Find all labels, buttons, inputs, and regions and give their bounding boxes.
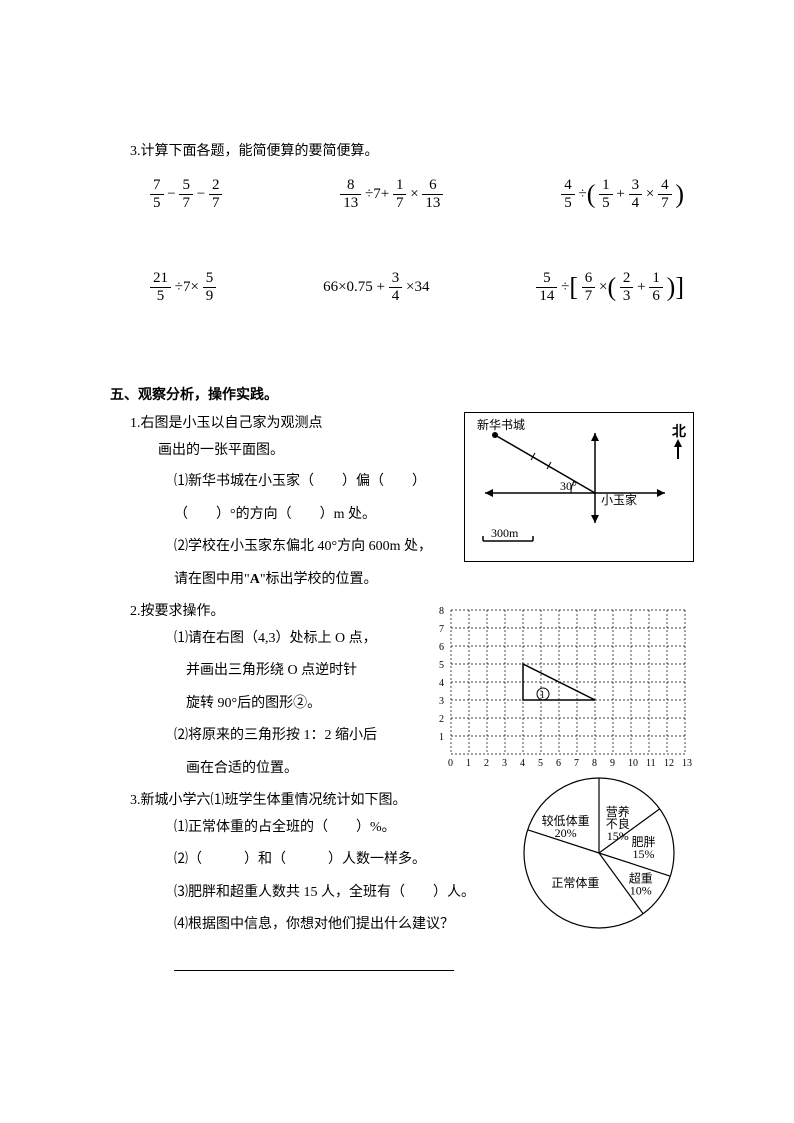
section-5-title: 五、观察分析，操作实践。 [110,384,684,404]
svg-text:1: 1 [439,732,444,743]
svg-text:2: 2 [439,714,444,725]
svg-text:3: 3 [439,696,444,707]
svg-text:正常体重: 正常体重 [551,875,599,889]
svg-text:10%: 10% [630,883,652,897]
math-row-2: 215 ÷7× 59 66×0.75 + 34 ×34 514 ÷[ 67 ×(… [150,271,684,304]
angle-label: 30° [560,479,577,493]
expr-2-1: 215 ÷7× 59 [150,271,216,304]
pie-chart: 营养不良15%肥胖15%超重10%正常体重较低体重20% [504,763,694,943]
svg-text:6: 6 [439,642,444,653]
grid-figure: 01234567891011121312345678 1 [431,600,706,775]
bookstore-label: 新华书城 [477,417,525,432]
answer-line [174,955,684,982]
svg-text:5: 5 [439,660,444,671]
svg-text:8: 8 [439,606,444,617]
expr-1-3: 45 ÷( 15 + 34 × 47 ) [561,178,684,211]
svg-text:20%: 20% [555,826,577,840]
section-5: 五、观察分析，操作实践。 1.右图是小玉以自己家为观测点 画出的一张平面图。 ⑴… [130,384,684,982]
q3-title: 3.计算下面各题，能简便算的要简便算。 [130,140,684,160]
math-row-1: 75 − 57 − 27 813 ÷7+ 17 × 613 45 ÷( 15 +… [150,178,684,211]
q3-block: 3.新城小学六⑴班学生体重情况统计如下图。 ⑴正常体重的占全班的（ ）%。 ⑵（… [130,789,684,982]
q1-block: 1.右图是小玉以自己家为观测点 画出的一张平面图。 ⑴新华书城在小玉家（ ）偏（… [130,412,684,594]
scale-label: 300m [491,526,519,540]
q1-l6: 请在图中用"A"标出学校的位置。 [174,567,684,594]
expr-1-1: 75 − 57 − 27 [150,178,222,211]
xiaoyu-label: 小玉家 [601,492,637,507]
expr-1-2: 813 ÷7+ 17 × 613 [340,178,443,211]
svg-text:2: 2 [484,758,489,769]
svg-text:7: 7 [439,624,444,635]
svg-text:1: 1 [466,758,471,769]
expr-2-3: 514 ÷[ 67 ×( 23 + 16 )] [536,271,684,304]
svg-text:15%: 15% [632,846,654,860]
expr-2-2: 66×0.75 + 34 ×34 [323,271,429,304]
direction-figure: 30° 新华书城 小玉家 北 300m [464,412,694,562]
svg-text:4: 4 [439,678,444,689]
svg-text:1: 1 [540,690,545,701]
direction-svg: 30° 新华书城 小玉家 北 300m [465,413,691,559]
q2-block: 2.按要求操作。 ⑴请在右图（4,3）处标上 O 点， 并画出三角形绕 O 点逆… [130,600,684,783]
svg-text:0: 0 [448,758,453,769]
svg-text:15%: 15% [607,829,629,843]
section-3-calc: 3.计算下面各题，能简便算的要简便算。 75 − 57 − 27 813 ÷7+… [130,140,684,304]
north-label: 北 [672,424,686,440]
